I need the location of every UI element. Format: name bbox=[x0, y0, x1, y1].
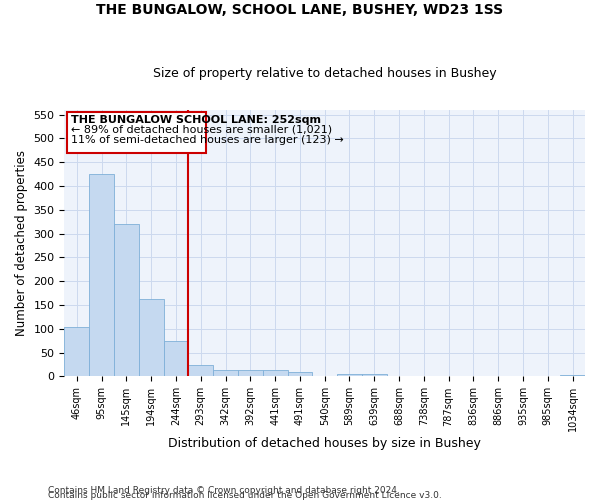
Bar bbox=[89, 174, 114, 376]
Bar bbox=[287, 372, 313, 376]
Y-axis label: Number of detached properties: Number of detached properties bbox=[15, 150, 28, 336]
Bar bbox=[164, 341, 188, 376]
Bar bbox=[114, 224, 139, 376]
Text: THE BUNGALOW, SCHOOL LANE, BUSHEY, WD23 1SS: THE BUNGALOW, SCHOOL LANE, BUSHEY, WD23 … bbox=[97, 2, 503, 16]
Title: Size of property relative to detached houses in Bushey: Size of property relative to detached ho… bbox=[153, 66, 497, 80]
Bar bbox=[213, 370, 238, 376]
Bar bbox=[238, 370, 263, 376]
Bar bbox=[263, 370, 287, 376]
Text: Contains public sector information licensed under the Open Government Licence v3: Contains public sector information licen… bbox=[48, 490, 442, 500]
Bar bbox=[64, 328, 89, 376]
X-axis label: Distribution of detached houses by size in Bushey: Distribution of detached houses by size … bbox=[168, 437, 481, 450]
Text: 11% of semi-detached houses are larger (123) →: 11% of semi-detached houses are larger (… bbox=[71, 134, 344, 144]
Bar bbox=[188, 364, 213, 376]
Bar bbox=[560, 374, 585, 376]
Text: ← 89% of detached houses are smaller (1,021): ← 89% of detached houses are smaller (1,… bbox=[71, 124, 332, 134]
FancyBboxPatch shape bbox=[67, 112, 206, 152]
Bar bbox=[337, 374, 362, 376]
Bar bbox=[362, 374, 386, 376]
Bar bbox=[139, 299, 164, 376]
Text: THE BUNGALOW SCHOOL LANE: 252sqm: THE BUNGALOW SCHOOL LANE: 252sqm bbox=[71, 114, 321, 124]
Text: Contains HM Land Registry data © Crown copyright and database right 2024.: Contains HM Land Registry data © Crown c… bbox=[48, 486, 400, 495]
